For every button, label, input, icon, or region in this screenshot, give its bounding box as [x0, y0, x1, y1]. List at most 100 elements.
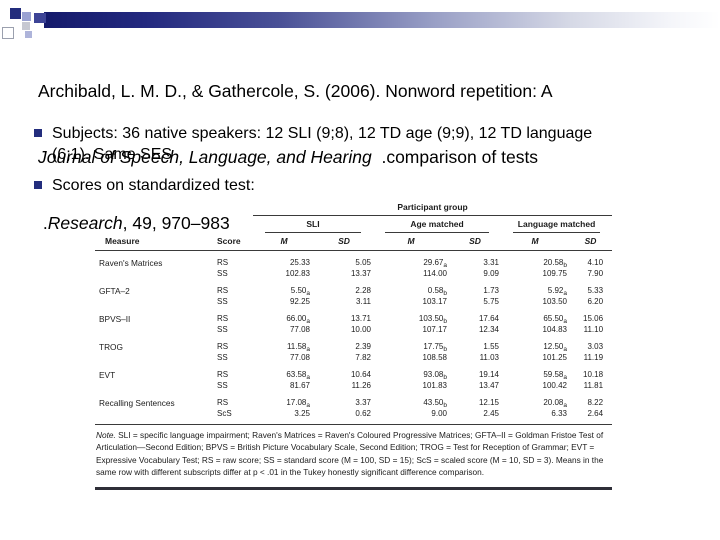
value-cell: 15.06	[583, 314, 604, 323]
value-cell: 1.73	[483, 286, 499, 295]
table-note: Note. SLI = specific language impairment…	[95, 424, 612, 481]
measure-cell: GFTA–2	[99, 286, 130, 296]
bullet-square-icon	[34, 181, 42, 189]
value-cell: 77.08	[289, 352, 310, 362]
value-cell: 114.00	[423, 268, 447, 278]
value-cell: 93.08b	[423, 370, 447, 381]
score-type-cell: SS	[217, 268, 228, 278]
value-cell: 20.58b	[543, 258, 567, 269]
value-cell: 5.92a	[547, 286, 567, 297]
results-table-figure: Participant group SLI Age matched Langua…	[95, 202, 613, 490]
table-row: ScS 3.25 0.62 9.00 2.45 6.33 2.64	[95, 409, 612, 420]
value-cell: 92.25	[289, 296, 310, 306]
value-cell: 11.19	[583, 352, 604, 362]
measure-cell	[95, 325, 203, 336]
value-cell: 101.83	[422, 380, 447, 390]
score-type-cell: ScS	[217, 408, 232, 418]
value-cell: 109.75	[542, 268, 567, 278]
value-cell: 1.55	[483, 342, 499, 351]
gray-square-icon	[22, 22, 30, 30]
value-cell: 103.50	[542, 296, 567, 306]
bullet-item-subjects: Subjects: 36 native speakers: 12 SLI (9;…	[34, 123, 690, 165]
blue-square-icon	[34, 13, 46, 23]
value-cell: 108.58	[422, 352, 447, 362]
measure-cell: TROG	[99, 342, 123, 352]
group-header-row: SLI Age matched Language matched	[95, 216, 612, 233]
value-cell: 101.25	[542, 352, 567, 362]
value-cell: 6.20	[587, 296, 604, 306]
value-cell: 3.37	[355, 398, 371, 407]
measure-cell: Raven's Matrices	[99, 258, 163, 268]
value-cell: 11.81	[583, 380, 604, 390]
score-type-cell: RS	[217, 398, 229, 407]
table-row: SS 102.83 13.37 114.00 9.09 109.75 7.90	[95, 269, 612, 280]
group-header-language-matched: Language matched	[501, 216, 612, 233]
value-cell: 11.58a	[286, 342, 310, 353]
value-cell: 17.08a	[286, 398, 310, 409]
value-cell: 6.33	[551, 408, 567, 418]
score-type-cell: RS	[217, 370, 229, 379]
measure-cell: Recalling Sentences	[99, 398, 175, 408]
gradient-bar-decoration	[44, 12, 720, 28]
score-type-cell: RS	[217, 258, 229, 267]
navy-square-icon	[10, 8, 21, 19]
table-body: Raven's Matrices RS 25.33 5.05 29.67a 3.31 20.…	[95, 251, 612, 420]
bullet-text: Scores on standardized test:	[52, 175, 255, 196]
table-row: SS 77.08 10.00 107.17 12.34 104.83 11.10	[95, 325, 612, 336]
citation-line-1: Archibald, L. M. D., & Gathercole, S. (2…	[38, 81, 553, 101]
value-cell: 12.34	[478, 324, 499, 334]
value-cell: 3.25	[294, 408, 310, 418]
table-row: TROG RS 11.58a 2.39 17.75b 1.55 12.50a 3.03	[95, 335, 612, 353]
value-cell: 25.33	[289, 258, 310, 267]
value-cell: 65.50a	[543, 314, 567, 325]
score-column-header: Score	[203, 233, 253, 251]
value-cell: 3.31	[483, 258, 499, 267]
bullet-text-line: Scores on standardized test:	[52, 177, 255, 194]
value-cell: 5.50a	[290, 286, 310, 297]
group-header-age-matched: Age matched	[373, 216, 501, 233]
table-row: SS 77.08 7.82 108.58 11.03 101.25 11.19	[95, 353, 612, 364]
page-title: Archibald, L. M. D., & Gathercole, S. (2…	[38, 36, 698, 278]
table-row: SS 81.67 11.26 101.83 13.47 100.42 11.81	[95, 381, 612, 392]
value-cell: 59.58a	[543, 370, 567, 381]
value-cell: 2.28	[355, 286, 371, 295]
value-cell: 66.00a	[286, 314, 310, 325]
value-cell: 17.75b	[423, 342, 447, 353]
note-label: Note.	[96, 430, 116, 440]
score-type-cell: RS	[217, 314, 229, 323]
score-type-cell: SS	[217, 324, 228, 334]
bullet-text-line: (6;1). Same SES	[52, 146, 173, 163]
value-cell: 11.26	[351, 380, 371, 390]
bullet-item-scores: Scores on standardized test:	[34, 175, 690, 196]
measure-cell	[95, 297, 203, 308]
value-cell: 43.50b	[423, 398, 447, 409]
table-row: GFTA–2 RS 5.50a 2.28 0.58b 1.73 5.92a 5.33	[95, 279, 612, 297]
m-column-header: M	[501, 233, 569, 251]
citation-line-2: Journal of Speech, Language, and Hearing…	[38, 147, 539, 167]
value-cell: 5.33	[587, 286, 604, 295]
group-header-sli: SLI	[253, 216, 373, 233]
results-table: Participant group SLI Age matched Langua…	[95, 202, 613, 420]
bullet-text: Subjects: 36 native speakers: 12 SLI (9;…	[52, 123, 592, 165]
sd-column-header: SD	[569, 233, 613, 251]
value-cell: 13.47	[478, 380, 499, 390]
value-cell: 9.00	[431, 408, 447, 418]
value-cell: 103.17	[422, 296, 447, 306]
value-cell: 19.14	[478, 370, 499, 379]
score-type-cell: SS	[217, 352, 228, 362]
value-cell: 10.64	[350, 370, 371, 379]
value-cell: 11.10	[583, 324, 604, 334]
value-cell: 20.08a	[543, 398, 567, 409]
note-text: SLI = specific language impairment; Rave…	[96, 430, 604, 478]
spanner-row: Participant group	[95, 202, 613, 216]
sd-column-header: SD	[315, 233, 373, 251]
value-cell: 29.67a	[423, 258, 447, 269]
value-cell: 77.08	[289, 324, 310, 334]
table-row: Raven's Matrices RS 25.33 5.05 29.67a 3.31 20.…	[95, 251, 612, 269]
score-type-cell: SS	[217, 296, 228, 306]
bullet-text-line: Subjects: 36 native speakers: 12 SLI (9;…	[52, 125, 593, 142]
measure-column-header: Measure	[95, 233, 203, 251]
m-column-header: M	[373, 233, 449, 251]
table-spanner-label: Participant group	[253, 202, 613, 216]
m-column-header: M	[253, 233, 315, 251]
